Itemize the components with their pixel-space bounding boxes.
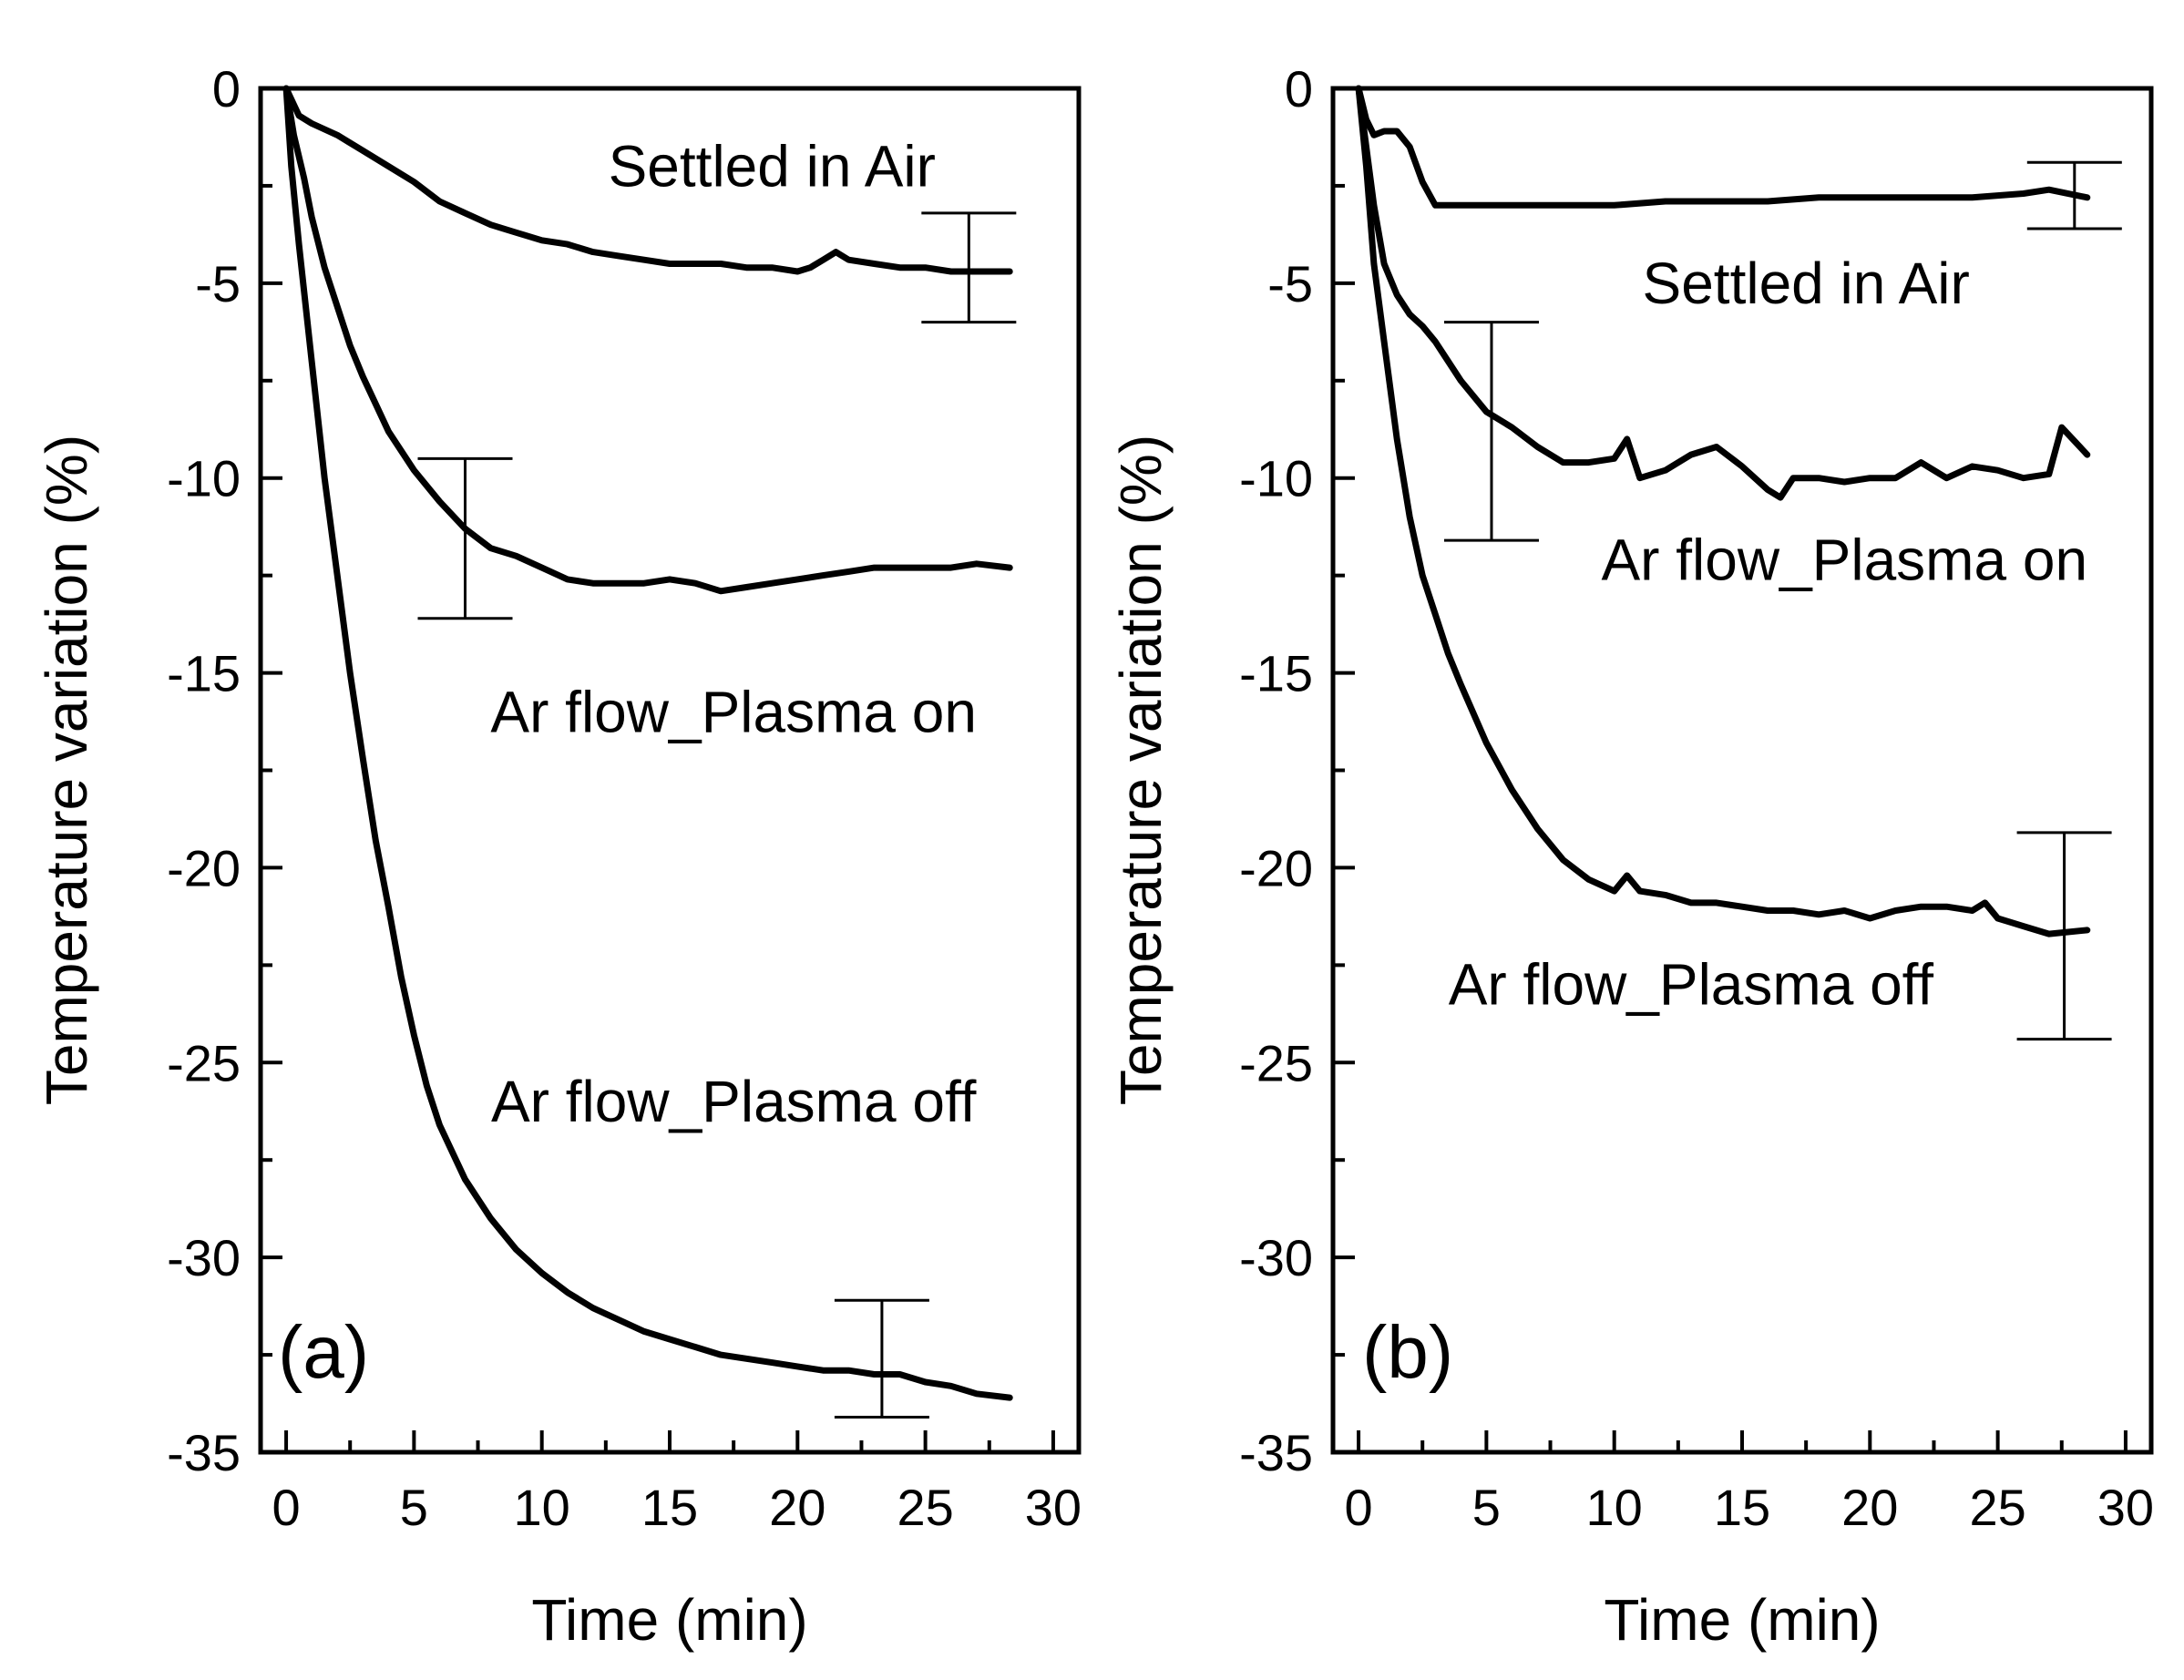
x-tick-label-a: 10 bbox=[514, 1479, 570, 1536]
series-line-ar-flow-plasma-on-a bbox=[282, 85, 1013, 595]
y-tick-label-a: -5 bbox=[195, 255, 241, 312]
ticks-b: 0 5 10 15 20 25 30 0 -5 -10 -15 -20 -25 -30 -35 bbox=[1239, 60, 2154, 1536]
x-tick-label-b: 5 bbox=[1472, 1479, 1501, 1536]
series-line-ar-flow-plasma-on-b bbox=[1355, 85, 2091, 501]
annotation-plasma-off-b: Ar flow_Plasma off bbox=[1449, 952, 1934, 1018]
y-tick-label-a: 0 bbox=[212, 60, 241, 118]
x-tick-label-b: 30 bbox=[2097, 1479, 2154, 1536]
x-tick-label-a: 25 bbox=[897, 1479, 953, 1536]
y-tick-label-b: -20 bbox=[1239, 839, 1313, 896]
series-line-ar-flow-plasma-off-b bbox=[1355, 85, 2091, 937]
y-tick-label-b: -25 bbox=[1239, 1034, 1313, 1091]
x-tick-label-a: 5 bbox=[400, 1479, 428, 1536]
panel-label-a: (a) bbox=[278, 1311, 369, 1394]
x-tick-label-a: 0 bbox=[272, 1479, 300, 1536]
series-line-settled-in-air-b bbox=[1355, 85, 2091, 209]
series-line-settled-in-air-a bbox=[282, 85, 1013, 275]
y-tick-label-a: -15 bbox=[167, 645, 241, 702]
x-tick-label-a: 30 bbox=[1025, 1479, 1082, 1536]
x-tick-label-b: 0 bbox=[1344, 1479, 1372, 1536]
y-tick-label-b: -30 bbox=[1239, 1229, 1313, 1286]
annotation-plasma-off-a: Ar flow_Plasma off bbox=[491, 1069, 977, 1134]
y-tick-label-a: -25 bbox=[167, 1034, 241, 1091]
series-lines-a bbox=[282, 85, 1013, 1401]
x-axis-title-a: Time (min) bbox=[531, 1587, 807, 1653]
y-axis-title-b: Temperature variation (%) bbox=[1108, 435, 1174, 1105]
panel-label-b: (b) bbox=[1362, 1311, 1453, 1394]
annotation-plasma-on-b: Ar flow_Plasma on bbox=[1601, 528, 2087, 593]
x-tick-label-b: 15 bbox=[1714, 1479, 1770, 1536]
y-tick-label-b: -15 bbox=[1239, 645, 1313, 702]
x-tick-label-b: 10 bbox=[1586, 1479, 1643, 1536]
x-tick-label-b: 25 bbox=[1969, 1479, 2025, 1536]
x-tick-label-a: 15 bbox=[641, 1479, 698, 1536]
panel-a: 0 5 10 15 20 25 30 0 -5 -10 -15 -20 -25 -30 -35 Time (… bbox=[34, 60, 1082, 1653]
error-bars-b bbox=[1443, 160, 2122, 1041]
y-tick-label-b: -35 bbox=[1239, 1424, 1313, 1481]
y-tick-label-a: -10 bbox=[167, 450, 241, 507]
x-tick-label-a: 20 bbox=[769, 1479, 825, 1536]
annotation-settled-in-air-b: Settled in Air bbox=[1643, 251, 1970, 316]
y-axis-title-a: Temperature variation (%) bbox=[34, 435, 99, 1105]
y-tick-label-a: -30 bbox=[167, 1229, 241, 1286]
y-tick-label-b: -10 bbox=[1239, 450, 1313, 507]
panel-b: 0 5 10 15 20 25 30 0 -5 -10 -15 -20 -25 -30 -35 Time (… bbox=[1108, 60, 2154, 1653]
y-tick-label-a: -35 bbox=[167, 1424, 241, 1481]
y-tick-label-b: 0 bbox=[1285, 60, 1313, 118]
series-line-ar-flow-plasma-off-a bbox=[282, 85, 1013, 1401]
ticks-a: 0 5 10 15 20 25 30 0 -5 -10 -15 -20 -25 -30 -35 bbox=[167, 60, 1082, 1536]
error-bars-a bbox=[417, 211, 1017, 1419]
annotation-plasma-on-a: Ar flow_Plasma on bbox=[490, 679, 977, 744]
y-tick-label-a: -20 bbox=[167, 839, 241, 896]
series-lines-b bbox=[1355, 85, 2091, 937]
x-tick-label-b: 20 bbox=[1841, 1479, 1898, 1536]
x-axis-title-b: Time (min) bbox=[1604, 1587, 1880, 1653]
y-tick-label-b: -5 bbox=[1267, 255, 1313, 312]
annotation-settled-in-air-a: Settled in Air bbox=[609, 134, 936, 200]
